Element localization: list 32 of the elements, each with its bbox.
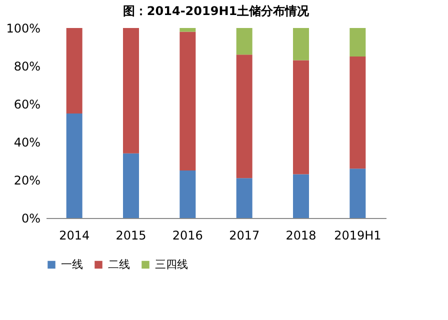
bar [236, 54, 252, 178]
y-tick-label: 40% [14, 136, 40, 150]
bar [123, 153, 139, 218]
bar [350, 168, 366, 218]
legend-label: 三四线 [155, 258, 188, 271]
y-tick-label: 100% [6, 22, 40, 36]
y-tick-label: 0% [21, 212, 40, 226]
x-tick-label: 2016 [172, 228, 203, 242]
chart-title: 图：2014-2019H1土储分布情况 [122, 4, 310, 18]
x-tick-label: 2017 [229, 228, 260, 242]
y-tick-label: 80% [14, 60, 40, 74]
bar [236, 178, 252, 218]
x-tick-label: 2014 [59, 228, 90, 242]
bar [293, 28, 309, 60]
x-tick-label: 2018 [286, 228, 316, 242]
bar [236, 28, 252, 55]
bar [66, 114, 82, 218]
bar [180, 32, 196, 170]
bar [350, 56, 366, 169]
bar [350, 28, 366, 56]
x-tick-label: 2015 [116, 228, 146, 242]
x-tick-label: 2019H1 [334, 228, 382, 242]
bar [293, 174, 309, 218]
legend-label: 一线 [61, 258, 83, 271]
legend-label: 二线 [108, 258, 130, 271]
bar [180, 170, 196, 218]
bar [180, 28, 196, 32]
bar [66, 28, 82, 114]
bar [123, 28, 139, 154]
y-tick-label: 20% [14, 174, 40, 188]
bar [293, 60, 309, 174]
y-tick-label: 60% [14, 98, 40, 112]
